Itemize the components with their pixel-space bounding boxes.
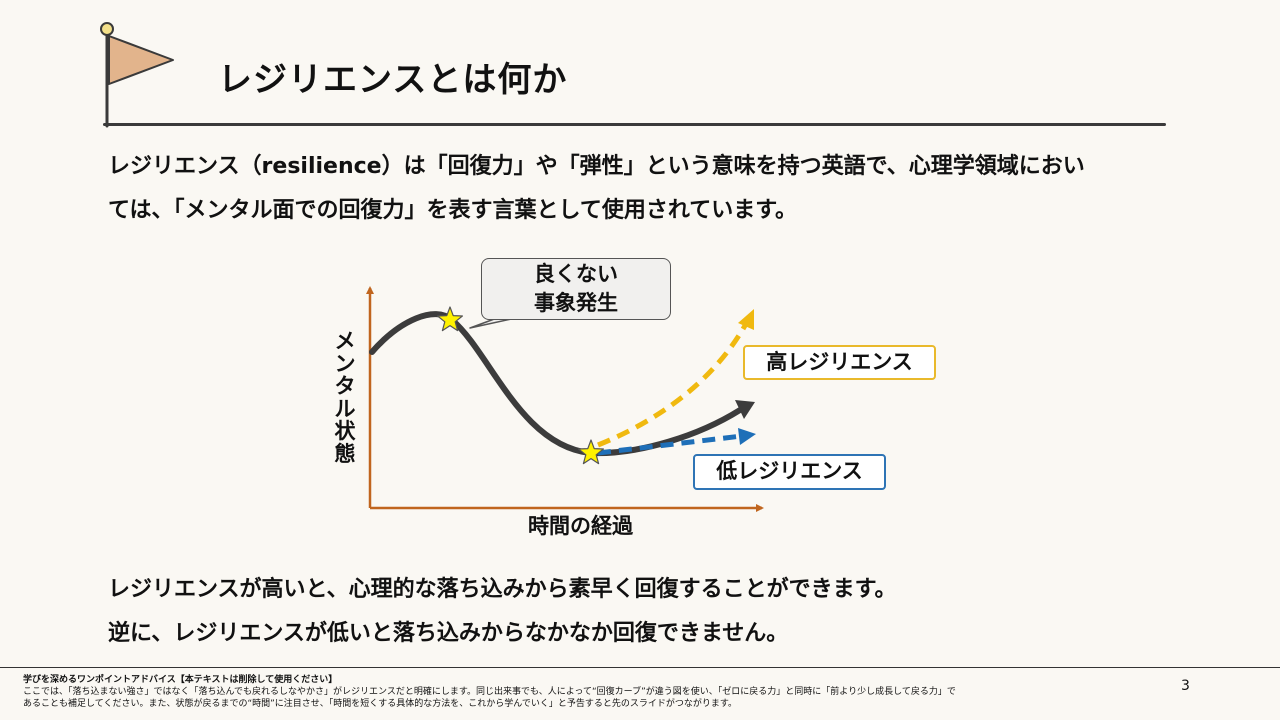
intro-line: ては、「メンタル面での回復力」を表す言葉として使用されています。 [108, 198, 798, 223]
event-star-icon [437, 306, 463, 332]
high-resilience-arrowhead [738, 309, 754, 330]
low-resilience-arrowhead [738, 428, 756, 445]
speaker-notes: 学びを深めるワンポイントアドバイス【本テキストは削除して使用ください】 ここでは… [23, 674, 1163, 710]
footer-divider [0, 667, 1280, 668]
notes-line: あることも補足してください。また、状態が戻るまでの“時間”に注目させ、「時間を短… [23, 699, 737, 709]
summary-line: 逆に、レジリエンスが低いと落ち込みからなかなか回復できません。 [108, 621, 789, 646]
y-axis-char: 状 [334, 419, 356, 443]
intro-line: レジリエンス（resilience）は「回復力」や「弾性」という意味を持つ英語で… [108, 154, 1085, 179]
low-resilience-curve [597, 433, 743, 456]
y-axis-char: 態 [334, 441, 356, 466]
summary-paragraph: レジリエンスが高いと、心理的な落ち込みから素早く回復することができます。 逆に、… [108, 568, 896, 656]
y-axis-char: メ [334, 329, 356, 353]
high-resilience-label: 高レジリエンス [743, 345, 936, 380]
slide-title: レジリエンスとは何か [218, 60, 568, 100]
intro-paragraph: レジリエンス（resilience）は「回復力」や「弾性」という意味を持つ英語で… [108, 145, 1173, 233]
high-resilience-curve [597, 320, 750, 448]
notes-heading: 学びを深めるワンポイントアドバイス【本テキストは削除して使用ください】 [23, 675, 338, 685]
notes-line: ここでは、「落ち込まない強さ」ではなく「落ち込んでも戻れるしなやかさ」がレジリエ… [23, 687, 956, 697]
page-number: 3 [1181, 678, 1190, 694]
x-axis-label: 時間の経過 [528, 514, 633, 538]
flag-icon [100, 22, 174, 128]
event-callout: 良くない 事象発生 [481, 258, 671, 320]
y-axis-char: タ [334, 374, 356, 398]
low-resilience-label: 低レジリエンス [693, 454, 886, 490]
resilience-diagram [366, 286, 764, 512]
title-underline [103, 123, 1166, 126]
y-axis-label: メ ン タ ル 状 態 [331, 330, 359, 465]
y-axis-char: ル [334, 396, 356, 421]
callout-line: 事象発生 [534, 291, 618, 315]
callout-line: 良くない [534, 262, 618, 286]
y-axis-char: ン [334, 351, 356, 376]
summary-line: レジリエンスが高いと、心理的な落ち込みから素早く回復することができます。 [108, 577, 897, 602]
recovery-star-icon [578, 439, 604, 465]
main-curve [369, 311, 743, 457]
main-curve-arrowhead [735, 400, 755, 419]
